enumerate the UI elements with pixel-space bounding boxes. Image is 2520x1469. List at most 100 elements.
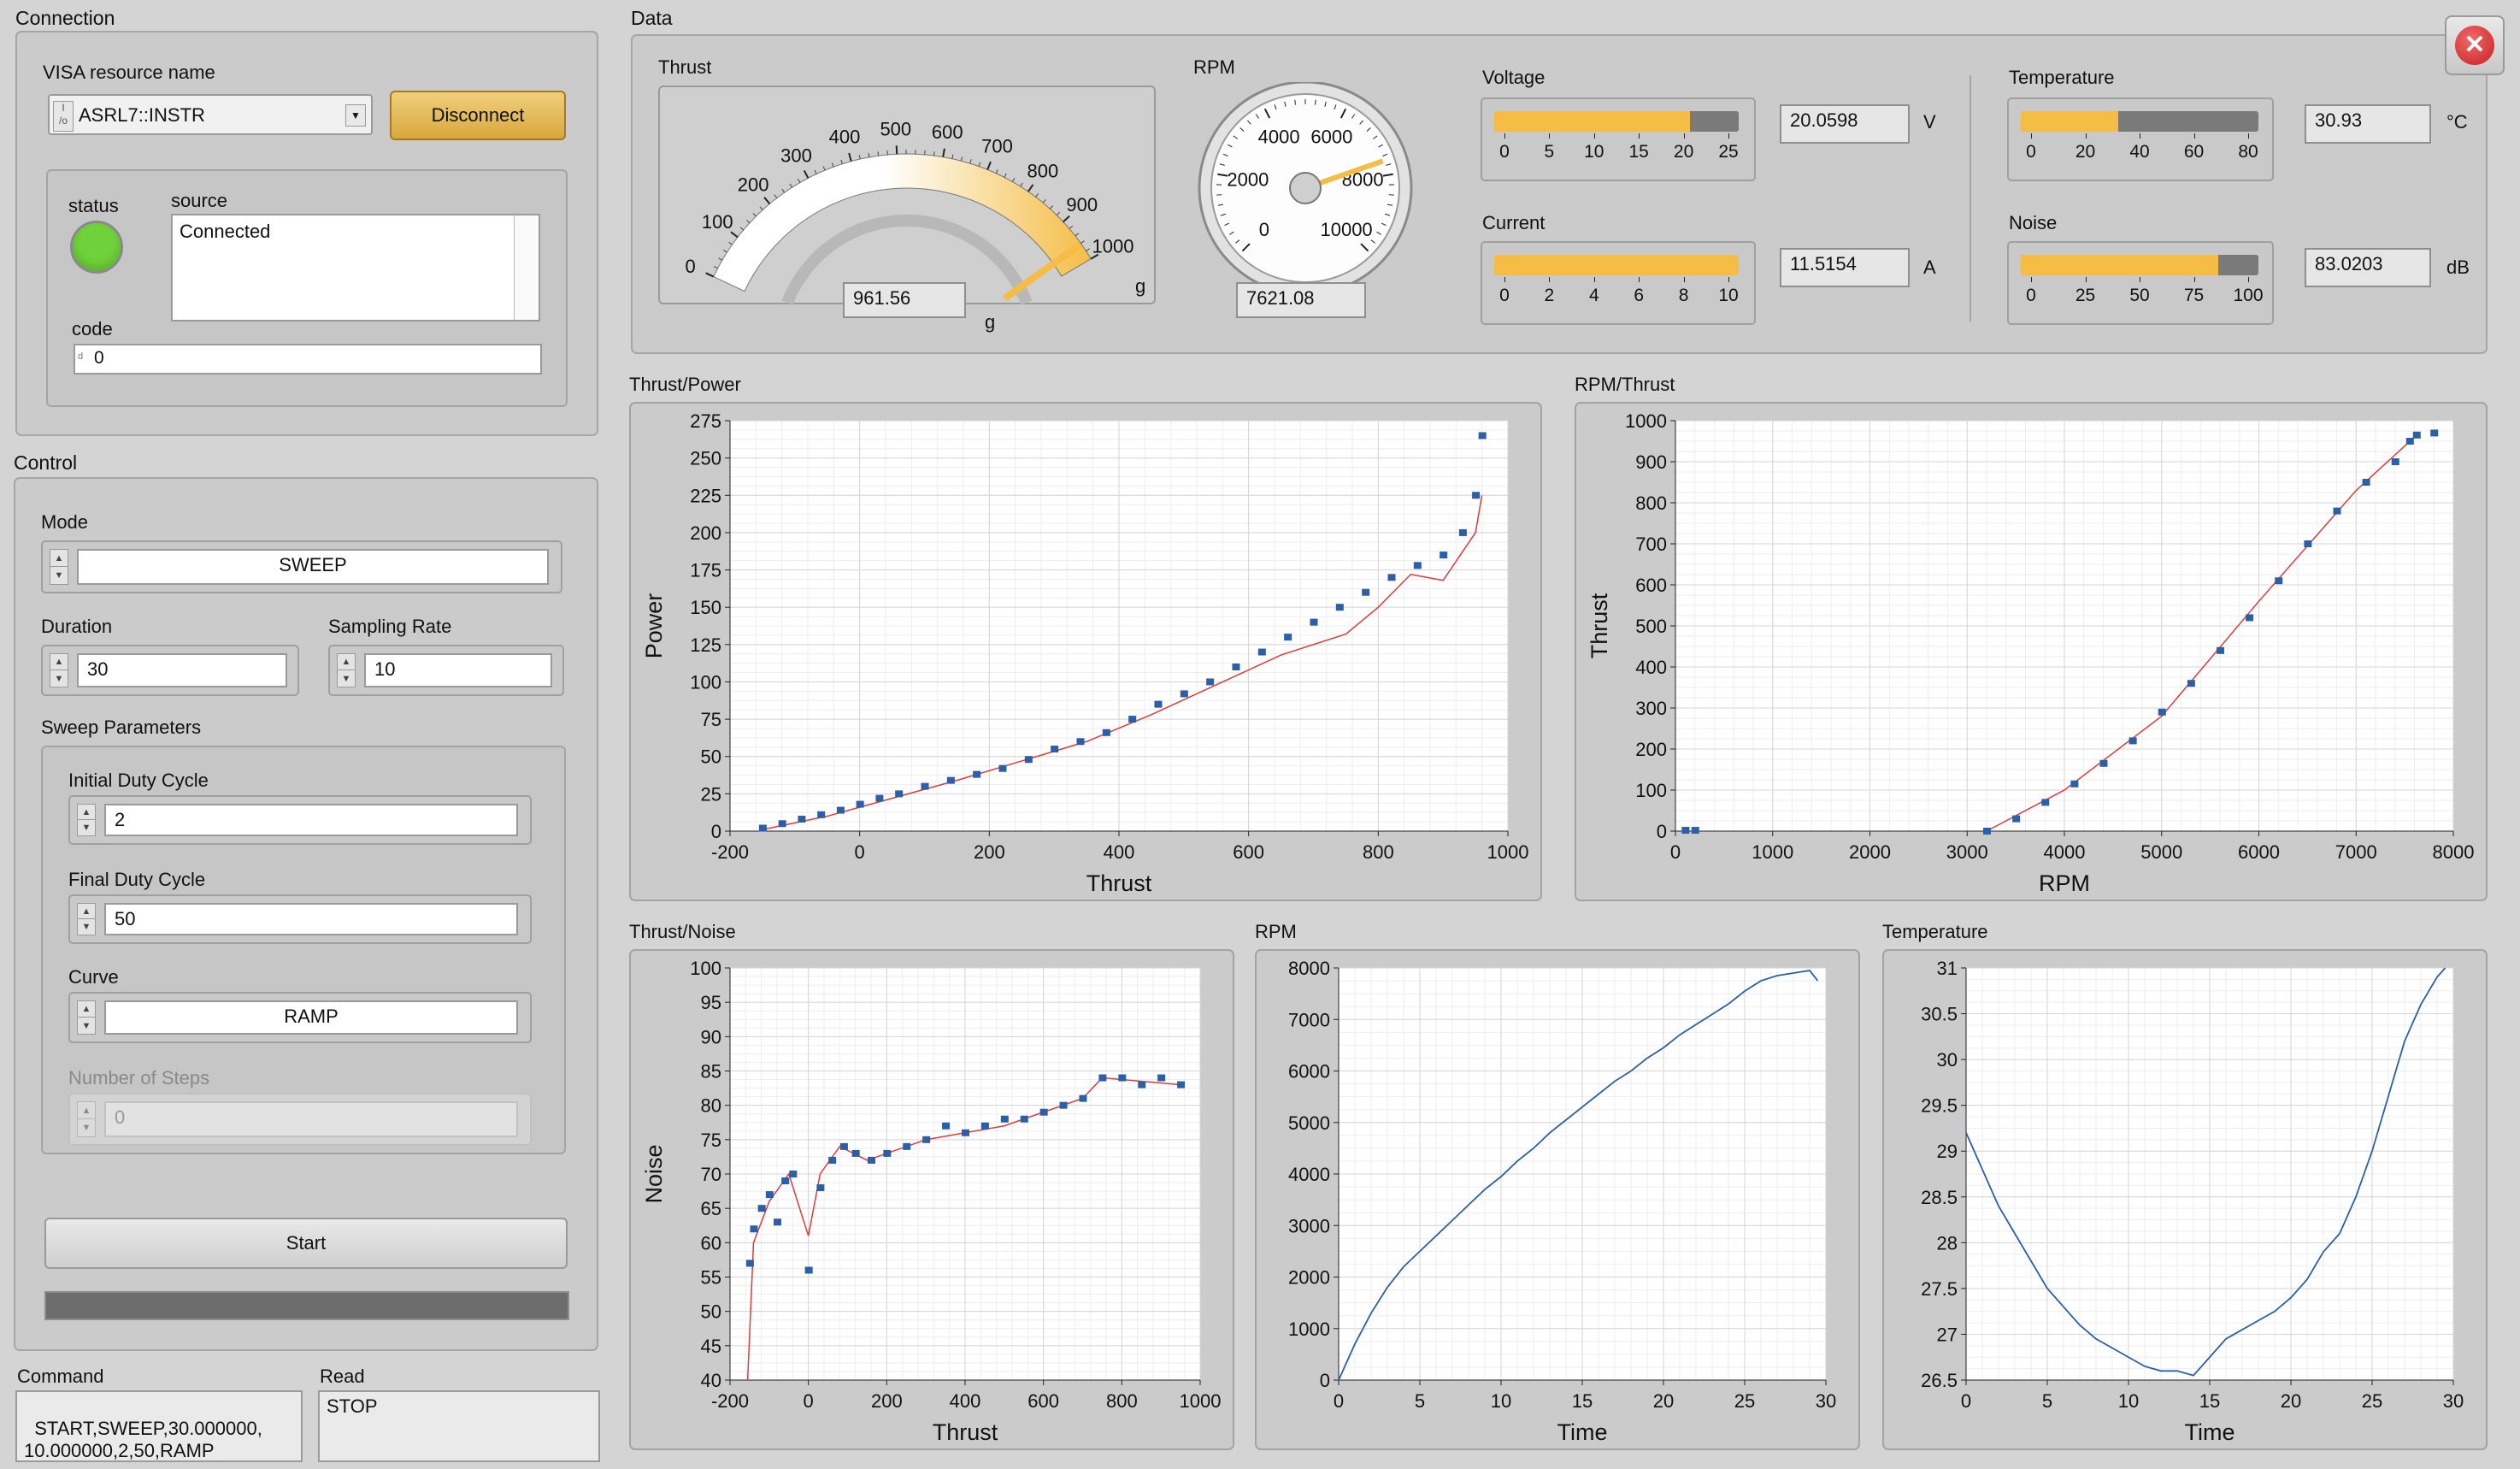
gauge-minor-tick — [781, 188, 786, 193]
data-point — [758, 824, 767, 832]
scale-tick — [1728, 133, 1729, 139]
status-label: status — [68, 195, 119, 216]
x-axis-label: Time — [1557, 1419, 1608, 1445]
chevron-down-icon[interactable]: ▼ — [345, 104, 366, 127]
code-field[interactable]: d 0 — [74, 344, 542, 375]
x-tick-label: -200 — [711, 1390, 749, 1412]
disconnect-button[interactable]: Disconnect — [390, 91, 566, 140]
status-led — [70, 221, 123, 274]
scale-tick — [1683, 277, 1685, 282]
initial-duty-input[interactable]: 2 — [104, 804, 518, 836]
source-scrollbar[interactable] — [514, 215, 539, 320]
gauge-minor-tick — [840, 159, 843, 164]
initial-duty-control[interactable]: ▲ ▼ 2 — [68, 795, 532, 845]
scale-tick — [2085, 133, 2087, 139]
scale-tick — [1639, 133, 1640, 139]
y-tick-label: 0 — [1657, 821, 1667, 842]
sampling-rate-input[interactable]: 10 — [364, 653, 552, 687]
x-axis-label: Thrust — [1086, 870, 1152, 896]
arrow-down-icon[interactable]: ▼ — [81, 922, 91, 932]
source-textbox[interactable]: Connected — [171, 214, 540, 322]
y-tick-label: 100 — [1635, 780, 1667, 801]
mode-spinner[interactable]: ▲ ▼ — [50, 549, 68, 585]
scale-tick-label: 5 — [1544, 142, 1555, 162]
data-point — [2405, 438, 2414, 445]
scale-tick-label: 40 — [2129, 142, 2150, 162]
x-tick-label: 600 — [1233, 841, 1264, 863]
data-point — [1458, 528, 1467, 536]
gauge-major-tick — [942, 148, 945, 157]
thrust-gauge-label: Thrust — [658, 56, 712, 78]
rpm-gauge-label: RPM — [1193, 56, 1235, 78]
y-axis-label: Power — [641, 593, 667, 659]
final-duty-label: Final Duty Cycle — [68, 869, 206, 890]
x-tick-label: 7000 — [2335, 841, 2377, 863]
curve-ring[interactable]: ▲ ▼ RAMP — [68, 992, 532, 1043]
noise-unit: dB — [2446, 257, 2470, 278]
scale-tick-label: 25 — [1718, 142, 1739, 162]
curve-label: Curve — [68, 966, 119, 988]
duration-control[interactable]: ▲ ▼ 30 — [41, 645, 299, 696]
dial-tick — [1360, 243, 1369, 252]
scale-tick — [1549, 277, 1551, 282]
final-duty-control[interactable]: ▲ ▼ 50 — [68, 894, 532, 944]
final-duty-input[interactable]: 50 — [104, 903, 518, 935]
data-point — [980, 1122, 989, 1130]
data-point — [946, 776, 955, 784]
data-point — [1387, 574, 1396, 581]
scale-tick — [2031, 133, 2032, 139]
close-button[interactable]: ✕ — [2445, 15, 2505, 75]
dial-tick — [1381, 222, 1387, 226]
data-point — [1000, 1115, 1009, 1123]
x-tick-label: 1000 — [1752, 841, 1793, 863]
visa-resource-select[interactable]: I/o ASRL7::INSTR ▼ — [48, 94, 373, 135]
curve-spinner[interactable]: ▲ ▼ — [77, 1000, 96, 1035]
y-tick-label: 7000 — [1288, 1009, 1330, 1030]
gauge-minor-tick — [1012, 178, 1016, 182]
x-tick-label: 30 — [1816, 1390, 1836, 1412]
scale-tick-label: 20 — [2075, 142, 2096, 162]
dial-tick — [1386, 163, 1392, 166]
final-duty-spinner[interactable]: ▲ ▼ — [77, 903, 96, 935]
y-tick-label: 200 — [690, 522, 721, 544]
scale-tick-label: 80 — [2238, 142, 2258, 162]
x-axis-label: Thrust — [933, 1419, 998, 1445]
data-point — [875, 794, 884, 802]
arrow-down-icon[interactable]: ▼ — [81, 823, 91, 833]
start-button[interactable]: Start — [44, 1218, 568, 1269]
arrow-up-icon[interactable]: ▲ — [50, 654, 68, 670]
arrow-up-icon[interactable]: ▲ — [78, 805, 95, 820]
gauge-minor-tick — [1086, 248, 1090, 251]
arrow-up-icon[interactable]: ▲ — [78, 904, 95, 919]
y-axis-label: Noise — [641, 1144, 667, 1203]
y-tick-label: 45 — [701, 1336, 721, 1357]
x-tick-label: 5000 — [2140, 841, 2182, 863]
duration-spinner[interactable]: ▲ ▼ — [50, 653, 68, 687]
sampling-spinner[interactable]: ▲ ▼ — [337, 653, 356, 687]
dial-tick — [1247, 120, 1251, 125]
arrow-down-icon[interactable]: ▼ — [54, 570, 64, 581]
data-point — [1983, 828, 1991, 835]
arrow-down-icon[interactable]: ▼ — [341, 673, 351, 684]
dial-tick — [1339, 108, 1347, 119]
arrow-up-icon[interactable]: ▲ — [78, 1001, 95, 1018]
gauge-tick-label: 600 — [932, 121, 963, 143]
gauge-minor-tick — [718, 257, 723, 261]
data-point — [1059, 1101, 1068, 1109]
arrow-down-icon[interactable]: ▼ — [81, 1020, 91, 1031]
mode-ring[interactable]: ▲ ▼ SWEEP — [41, 540, 562, 593]
y-tick-label: 50 — [701, 1301, 721, 1323]
arrow-up-icon[interactable]: ▲ — [338, 654, 355, 670]
gauge-major-tick — [1090, 253, 1099, 260]
scale-tick — [2193, 133, 2195, 139]
duration-input[interactable]: 30 — [77, 653, 287, 687]
series-line — [1338, 970, 1819, 1381]
sampling-rate-control[interactable]: ▲ ▼ 10 — [328, 645, 564, 696]
initial-duty-spinner[interactable]: ▲ ▼ — [77, 804, 96, 836]
y-tick-label: 31 — [1937, 958, 1958, 979]
arrow-up-icon[interactable]: ▲ — [50, 550, 68, 567]
y-tick-label: 300 — [1635, 698, 1667, 719]
dial-tick-label: 2000 — [1227, 168, 1269, 190]
arrow-down-icon[interactable]: ▼ — [54, 673, 64, 684]
scale-tick-label: 0 — [1499, 286, 1510, 305]
